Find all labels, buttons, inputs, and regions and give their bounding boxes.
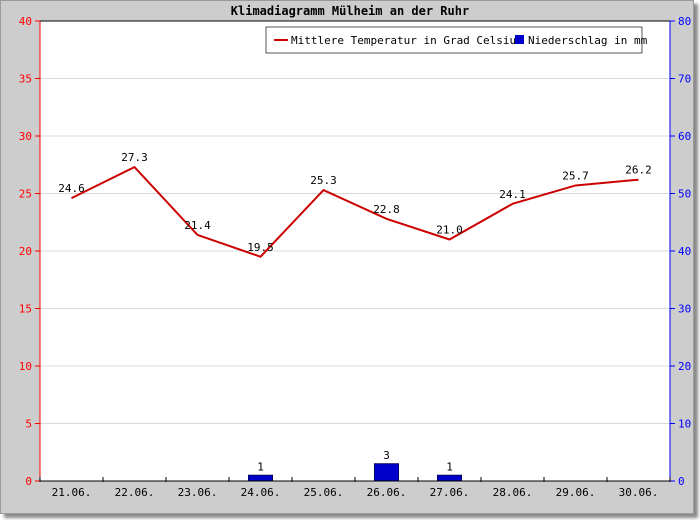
- legend-temperature-label: Mittlere Temperatur in Grad Celsius: [291, 34, 523, 47]
- legend-box: [265, 26, 643, 54]
- y-right-tick-label: 10: [678, 418, 691, 431]
- temperature-data-label: 24.1: [499, 188, 526, 201]
- y-right-tick-label: 40: [678, 245, 691, 258]
- legend-precipitation-label: Niederschlag in mm: [528, 34, 648, 47]
- precipitation-bars: 1 3 1: [248, 449, 462, 482]
- temperature-data-label: 22.8: [373, 203, 400, 216]
- temperature-data-label: 19.5: [247, 241, 274, 254]
- x-tick-label: 28.06.: [493, 486, 533, 499]
- precipitation-data-label: 1: [446, 460, 453, 473]
- precipitation-bar: [437, 474, 462, 482]
- y-right-tick-label: 70: [678, 73, 691, 86]
- temperature-data-label: 26.2: [625, 164, 652, 177]
- y-right-tick-label: 30: [678, 303, 691, 316]
- temperature-data-label: 21.0: [436, 224, 463, 237]
- precipitation-data-label: 1: [257, 460, 264, 473]
- x-tick-label: 29.06.: [556, 486, 596, 499]
- y-left-tick-label: 10: [19, 360, 32, 373]
- y-left-tick-label: 30: [19, 130, 32, 143]
- axes: 0 0 5 10 10 20 15 30 20 40 25 50 30 60 35 70 40 80 21.06. 2…: [19, 15, 692, 499]
- y-left-tick-label: 20: [19, 245, 32, 258]
- y-right-tick-label: 60: [678, 130, 691, 143]
- precipitation-bar: [248, 474, 273, 482]
- legend: Mittlere Temperatur in Grad Celsius Nied…: [265, 26, 648, 54]
- x-tick-label: 27.06.: [430, 486, 470, 499]
- chart-title: Klimadiagramm Mülheim an der Ruhr: [231, 4, 469, 18]
- precipitation-data-label: 3: [383, 449, 390, 462]
- y-left-tick-label: 15: [19, 303, 32, 316]
- y-left-tick-label: 35: [19, 73, 32, 86]
- x-tick-label: 24.06.: [241, 486, 281, 499]
- precipitation-bar: [374, 463, 399, 482]
- legend-precipitation-swatch: [515, 35, 524, 44]
- x-tick-label: 23.06.: [178, 486, 218, 499]
- temperature-data-label: 25.7: [562, 169, 589, 182]
- temperature-series-line: [71, 165, 639, 258]
- y-left-tick-label: 25: [19, 188, 32, 201]
- x-tick-label: 26.06.: [367, 486, 407, 499]
- y-left-tick-label: 5: [25, 418, 32, 431]
- y-right-tick-label: 80: [678, 15, 691, 28]
- y-left-tick-label: 0: [25, 475, 32, 488]
- temperature-line: 24.6 27.3 21.4 19.5 25.3 22.8 21.0 24.1 25.7 26.2: [58, 151, 652, 258]
- y-right-tick-label: 50: [678, 188, 691, 201]
- y-right-tick-label: 20: [678, 360, 691, 373]
- x-tick-label: 21.06.: [52, 486, 92, 499]
- temperature-data-label: 25.3: [310, 174, 337, 187]
- x-tick-label: 22.06.: [115, 486, 155, 499]
- temperature-data-label: 24.6: [58, 182, 85, 195]
- gridlines: [40, 78, 670, 424]
- x-tick-label: 30.06.: [619, 486, 659, 499]
- x-tick-label: 25.06.: [304, 486, 344, 499]
- temperature-data-label: 27.3: [121, 151, 148, 164]
- y-left-tick-label: 40: [19, 15, 32, 28]
- temperature-data-label: 21.4: [184, 219, 211, 232]
- y-right-tick-label: 0: [678, 475, 685, 488]
